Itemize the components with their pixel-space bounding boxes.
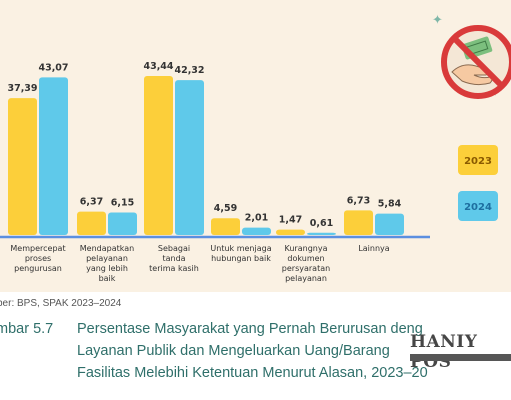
- bar-2023: [144, 76, 173, 235]
- category-label: Sebagai: [158, 244, 190, 253]
- category-label: yang lebih: [86, 264, 128, 273]
- category-label: dokumen: [287, 254, 324, 263]
- chart: 37,39 6,37 43,44 4,59 1,47 6,73 43,07 6,15 42,32…: [0, 13, 511, 283]
- svg-text:✦: ✦: [432, 13, 443, 28]
- bar-2024: [108, 212, 137, 235]
- chart-panel: 37,39 6,37 43,44 4,59 1,47 6,73 43,07 6,15 42,32…: [0, 0, 511, 292]
- category-label: pelayanan: [86, 254, 128, 263]
- bar-2023: [344, 210, 373, 235]
- legend-label: 2024: [464, 202, 492, 213]
- bar-2023: [211, 218, 240, 235]
- figure-number: mbar 5.7: [0, 321, 54, 337]
- category-label: pelayanan: [285, 274, 327, 283]
- bar-2023: [276, 229, 305, 235]
- data-label: 6,15: [111, 197, 134, 208]
- data-label: 43,07: [38, 62, 68, 73]
- category-label: pengurusan: [14, 264, 62, 273]
- data-label: 6,73: [347, 195, 370, 206]
- category-label: hubungan baik: [211, 254, 271, 263]
- category-label: Mempercepat: [10, 244, 65, 253]
- bar-2024: [242, 227, 271, 235]
- category-label: Lainnya: [358, 244, 389, 253]
- legend-swatch-2024: [458, 191, 498, 221]
- data-label: 5,84: [378, 199, 402, 210]
- data-label: 0,61: [310, 218, 333, 229]
- data-label: 2,01: [245, 213, 268, 224]
- category-label: tanda: [162, 254, 185, 263]
- category-label: Mendapatkan: [80, 244, 134, 253]
- bar-2024: [307, 232, 336, 235]
- category-label: baik: [99, 274, 116, 283]
- data-label: 4,59: [214, 203, 237, 214]
- bar-2024: [175, 80, 204, 236]
- data-label: 42,32: [174, 65, 204, 76]
- category-label: proses: [25, 254, 51, 263]
- bar-2023: [8, 98, 37, 235]
- watermark-bar: [410, 354, 511, 361]
- data-label: 6,37: [80, 197, 103, 208]
- figure-title-line: Layanan Publik dan Mengeluarkan Uang/Bar…: [77, 343, 390, 359]
- bar-2024: [375, 213, 404, 235]
- figure-title-line: Fasilitas Melebihi Ketentuan Menurut Ala…: [77, 365, 428, 381]
- data-label: 43,44: [143, 61, 173, 72]
- figure-title: Persentase Masyarakat yang Pernah Beruru…: [77, 318, 511, 384]
- category-label: persyaratan: [282, 264, 330, 273]
- data-label: 37,39: [7, 83, 37, 94]
- category-label: terima kasih: [149, 264, 199, 273]
- bar-2024: [39, 77, 68, 235]
- watermark-logo: HANIY POS: [410, 332, 511, 372]
- legend-swatch-2023: [458, 145, 498, 175]
- category-label: Kurangnya: [285, 244, 328, 253]
- data-label: 1,47: [279, 215, 302, 226]
- figure-title-line: Persentase Masyarakat yang Pernah Beruru…: [77, 321, 423, 337]
- bar-2023: [77, 211, 106, 235]
- source-note: ber: BPS, SPAK 2023–2024: [0, 298, 122, 309]
- no-money-bribe-icon: ✦ ✦: [432, 13, 511, 99]
- category-label: Untuk menjaga: [210, 244, 271, 253]
- legend-label: 2023: [464, 156, 492, 167]
